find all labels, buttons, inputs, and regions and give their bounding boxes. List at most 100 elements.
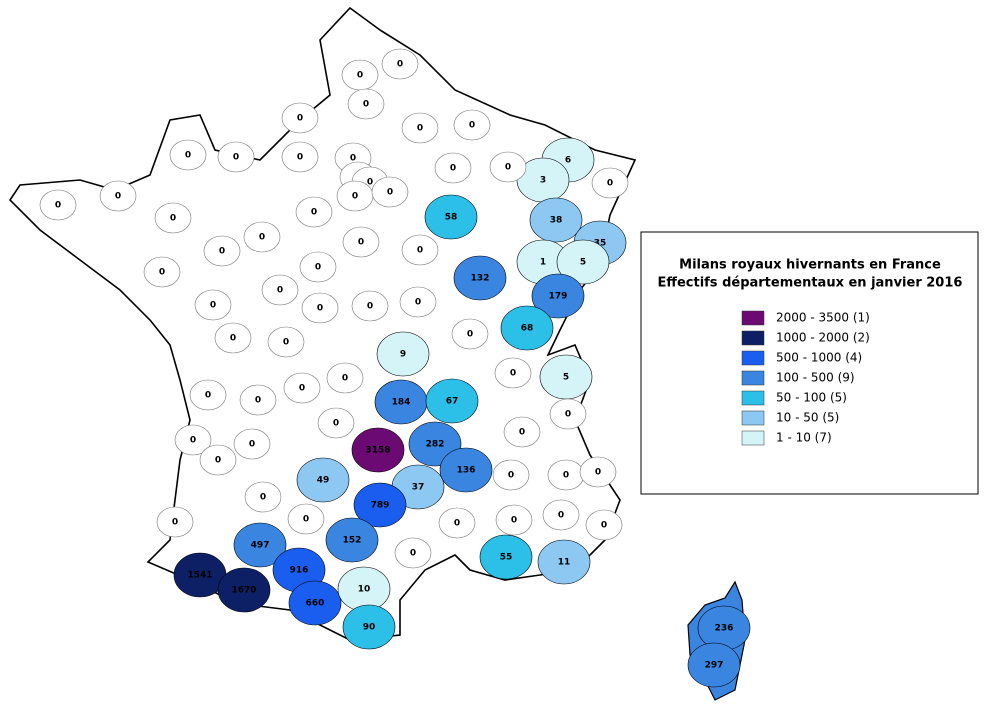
department-value: 49 (317, 476, 330, 486)
department-value: 6 (565, 156, 571, 166)
department-value: 0 (565, 410, 571, 420)
legend-swatch (741, 390, 765, 406)
department-value: 0 (367, 178, 373, 188)
department (194, 289, 232, 321)
department (342, 226, 380, 258)
department-value: 0 (352, 192, 358, 202)
department-value: 152 (343, 536, 362, 546)
department-value: 0 (467, 330, 473, 340)
department (283, 372, 321, 404)
department-value: 0 (255, 396, 261, 406)
department-value: 0 (311, 208, 317, 218)
department-value: 282 (426, 440, 445, 450)
department (351, 427, 405, 473)
department-value: 0 (410, 549, 416, 559)
legend-swatch (741, 350, 765, 366)
department-value: 38 (550, 216, 563, 226)
legend-swatch (741, 310, 765, 326)
department (217, 567, 271, 613)
department (189, 379, 227, 411)
department-value: 0 (299, 384, 305, 394)
department-value: 0 (558, 511, 564, 521)
department (295, 196, 333, 228)
legend-entries: 2000 - 3500 (1) 1000 - 2000 (2) 500 - 1000… (741, 310, 870, 446)
department (174, 424, 212, 456)
department-value: 0 (190, 436, 196, 446)
department-value: 11 (558, 558, 571, 568)
department-value: 0 (205, 391, 211, 401)
department-value: 0 (511, 516, 517, 526)
legend-swatch (741, 330, 765, 346)
department (342, 604, 396, 650)
department (169, 139, 207, 171)
department (494, 357, 532, 389)
department (288, 580, 342, 626)
department (217, 141, 255, 173)
department-value: 0 (417, 124, 423, 134)
department (401, 234, 439, 266)
department-value: 5 (563, 373, 569, 383)
department-value: 0 (415, 298, 421, 308)
department-value: 0 (259, 233, 265, 243)
department-value: 3158 (365, 446, 390, 456)
department (394, 537, 432, 569)
department (585, 509, 623, 541)
department-value: 497 (251, 541, 270, 551)
department-value: 0 (159, 268, 165, 278)
department-value: 0 (357, 71, 363, 81)
department-value: 0 (363, 100, 369, 110)
department (299, 251, 337, 283)
department-value: 0 (397, 60, 403, 70)
department (579, 456, 617, 488)
department-value: 10 (358, 585, 371, 595)
department (556, 239, 610, 285)
department-value: 0 (350, 154, 356, 164)
department (154, 202, 192, 234)
department-value: 0 (505, 163, 511, 173)
department (351, 290, 389, 322)
department (537, 539, 591, 585)
department (434, 152, 472, 184)
department (143, 256, 181, 288)
department-value: 0 (283, 338, 289, 348)
legend-swatch (741, 410, 765, 426)
department (199, 444, 237, 476)
department-value: 1670 (231, 586, 256, 596)
department (495, 504, 533, 536)
departments: 6 3 58 38 35 1 5 132 179 68 9 5 184 67 282 3158 136 49 37 7… (39, 48, 751, 688)
department-value: 58 (445, 213, 458, 223)
department (281, 141, 319, 173)
department (479, 534, 533, 580)
department-value: 916 (290, 566, 309, 576)
legend-label: 500 - 1000 (4) (776, 351, 862, 365)
department (99, 180, 137, 212)
department-value: 0 (367, 302, 373, 312)
department-value: 0 (607, 179, 613, 189)
department-value: 1541 (187, 571, 212, 581)
legend-label: 2000 - 3500 (1) (776, 311, 870, 325)
department (244, 481, 282, 513)
department (399, 286, 437, 318)
department (301, 292, 339, 324)
department (347, 88, 385, 120)
department (492, 459, 530, 491)
department (439, 447, 493, 493)
department (317, 407, 355, 439)
department-value: 5 (580, 258, 586, 268)
department (489, 151, 527, 183)
department-value: 68 (521, 324, 534, 334)
department (353, 482, 407, 528)
legend-label: 50 - 100 (5) (776, 391, 847, 405)
department-value: 90 (363, 623, 376, 633)
department-value: 0 (315, 263, 321, 273)
department (425, 378, 479, 424)
department (531, 273, 585, 319)
department (401, 112, 439, 144)
department (326, 362, 364, 394)
department-value: 0 (333, 419, 339, 429)
department (281, 102, 319, 134)
department-value: 0 (172, 518, 178, 528)
department-value: 0 (260, 493, 266, 503)
department-value: 0 (387, 188, 393, 198)
